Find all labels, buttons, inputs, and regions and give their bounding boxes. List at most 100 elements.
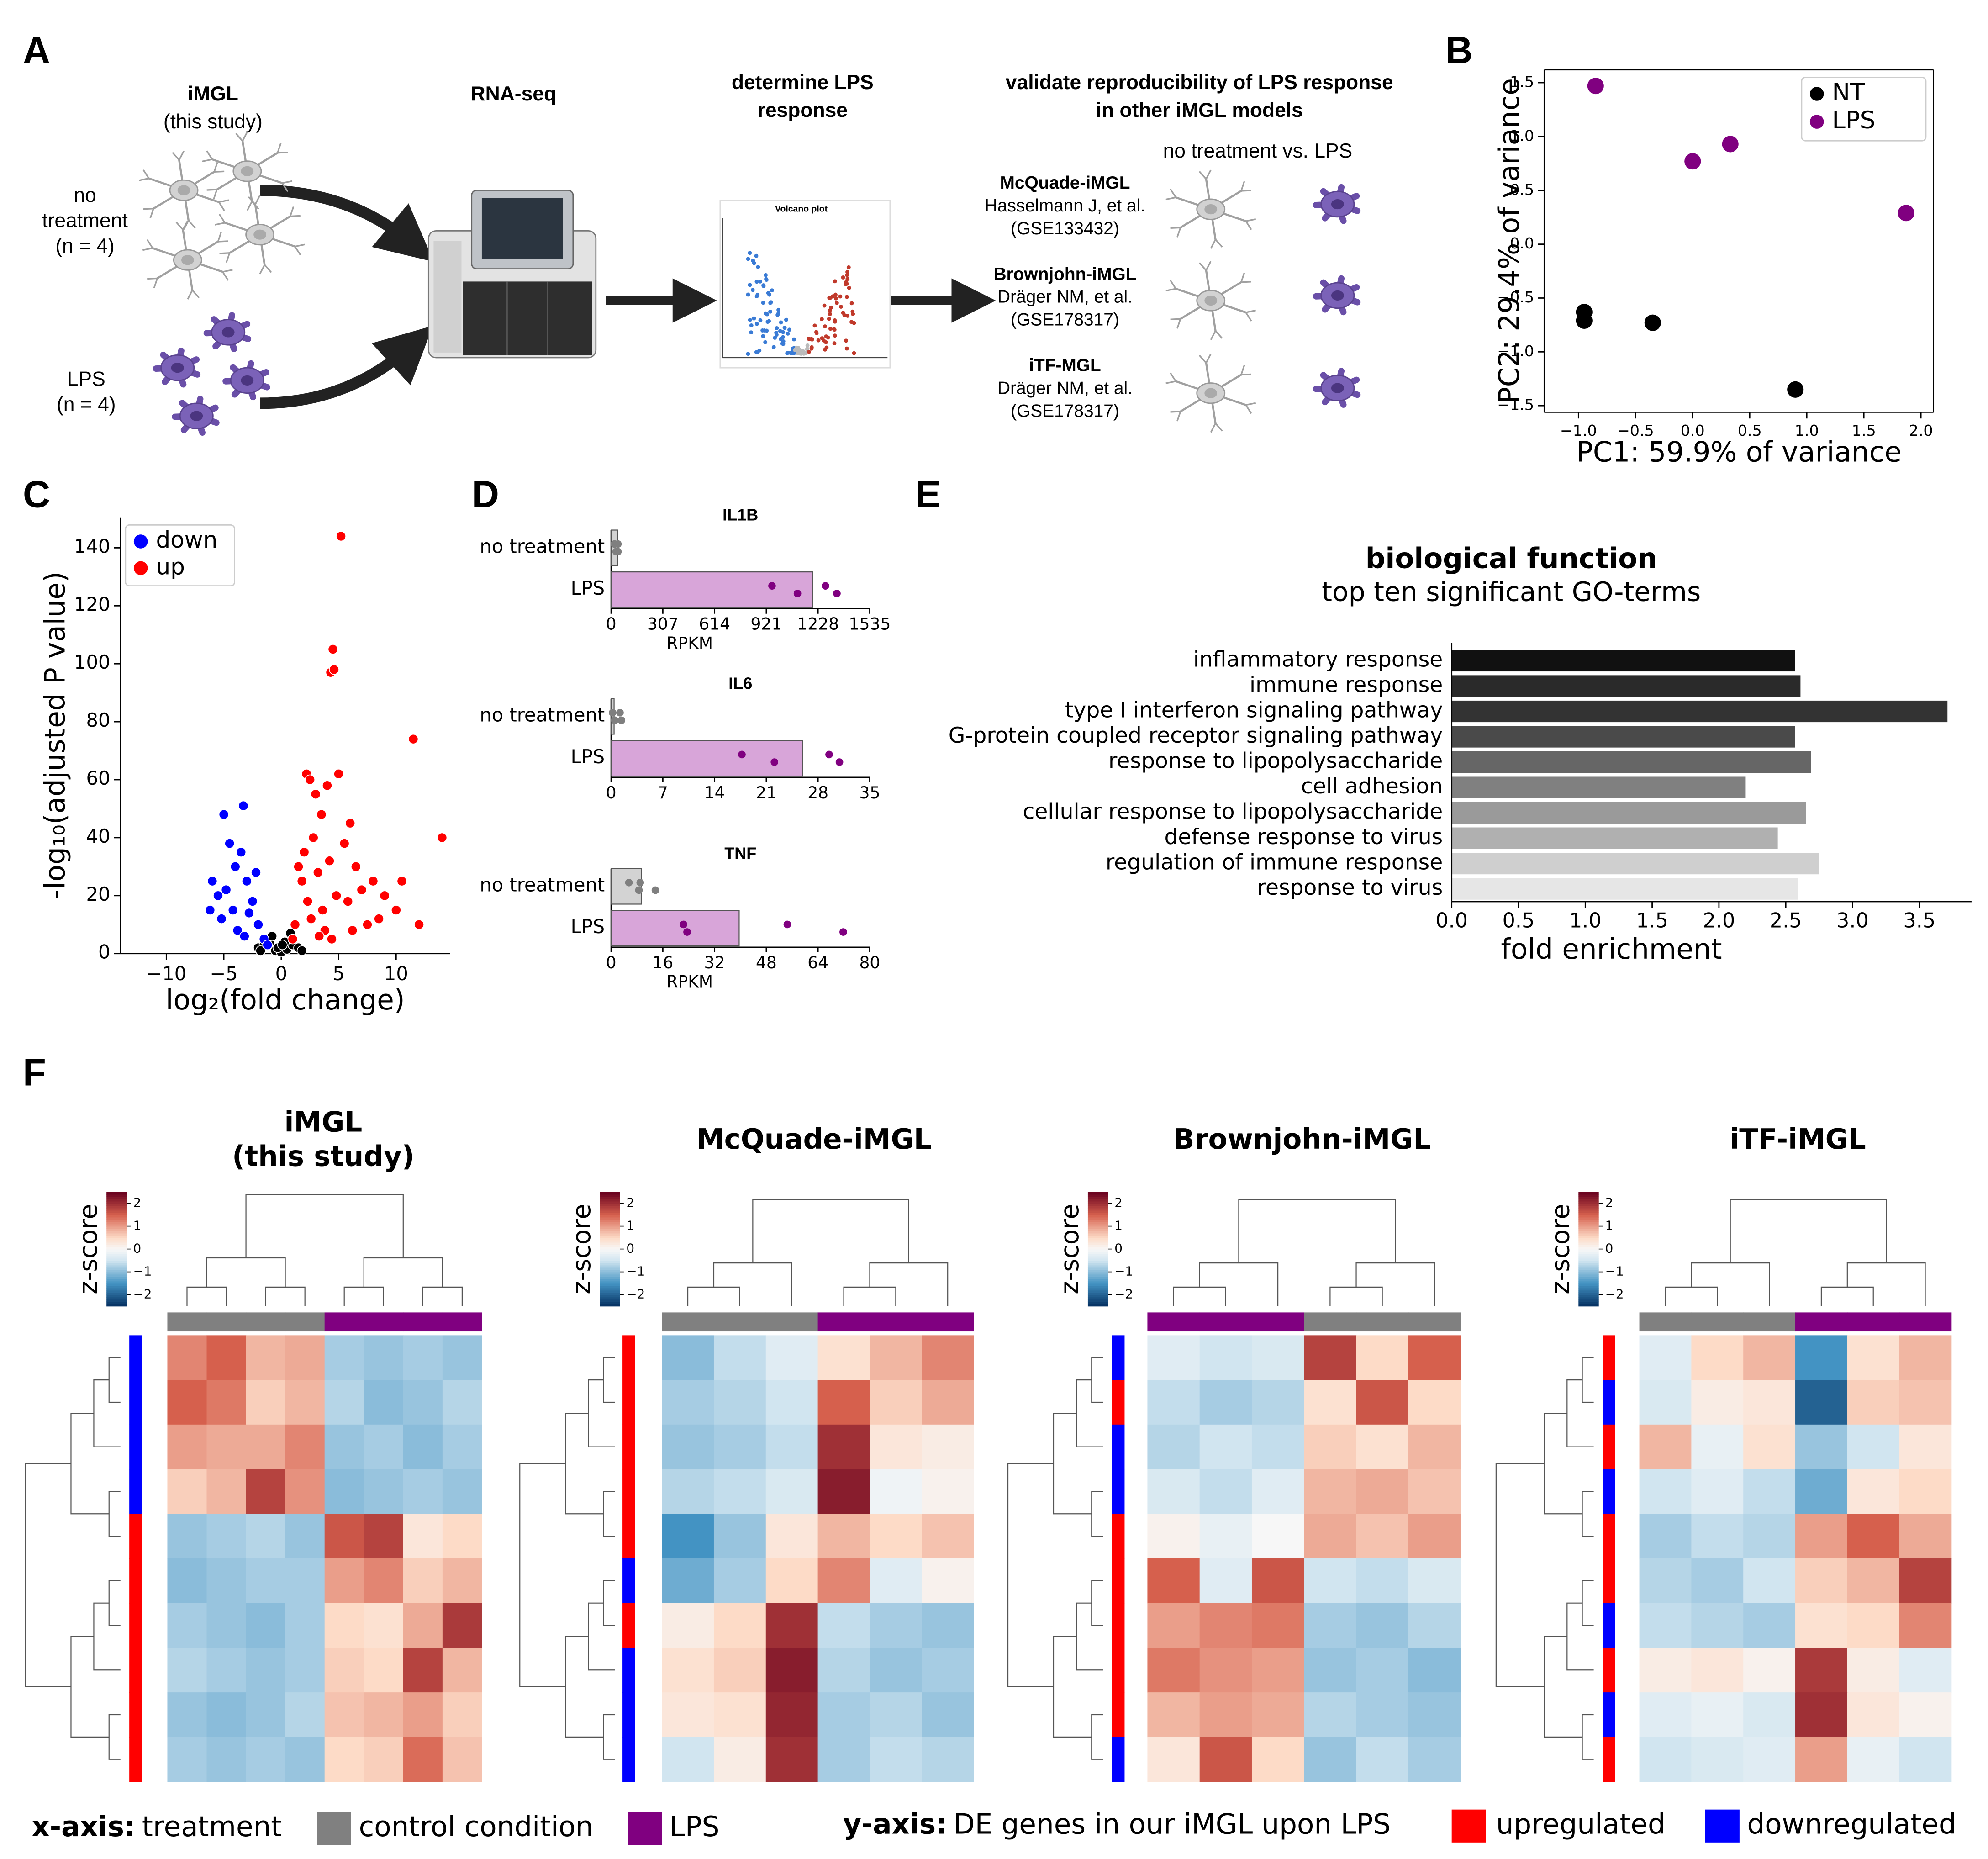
mini-dot (812, 323, 817, 328)
branch (1245, 404, 1252, 414)
mini-dot (826, 335, 830, 340)
branch (142, 247, 153, 251)
colorbar-step (600, 1219, 620, 1222)
row-annotation (622, 1558, 635, 1604)
colorbar-step (1087, 1196, 1108, 1199)
heatmap-cell (442, 1558, 482, 1604)
heatmap-cell (922, 1558, 974, 1604)
colorbar-step (600, 1199, 620, 1202)
mini-dot (768, 309, 772, 314)
mini-dot (757, 348, 762, 353)
branch (149, 208, 154, 219)
step-label: in other iMGL models (1096, 99, 1303, 121)
heatmap-cell (713, 1335, 766, 1380)
y-tick-label: 60 (86, 767, 111, 789)
data-point (347, 925, 358, 936)
colorbar-step (106, 1235, 127, 1238)
heatmap-cell (1847, 1648, 1900, 1693)
replicate-point (616, 708, 624, 717)
colorbar-step (600, 1244, 620, 1247)
colorbar-tick-label: 1 (1605, 1218, 1614, 1233)
colorbar-step (1087, 1297, 1108, 1300)
colorbar-step (1087, 1199, 1108, 1202)
x-tick-label: 0.0 (1681, 422, 1705, 439)
branch (213, 189, 218, 200)
y-axis-label: -log₁₀(adjusted P value) (39, 571, 72, 899)
colorbar-step (600, 1251, 620, 1254)
heatmap-cell (167, 1380, 207, 1425)
heatmap-cell (662, 1335, 714, 1380)
branch (172, 152, 180, 161)
colorbar-step (106, 1215, 127, 1218)
heatmap-cell (246, 1558, 286, 1604)
activated-microglia (153, 348, 201, 388)
chart-subtitle: top ten significant GO-terms (1322, 576, 1701, 607)
heatmap-cell (206, 1469, 247, 1515)
colorbar-tick-label: 0 (1605, 1241, 1614, 1256)
colorbar-step (106, 1299, 127, 1302)
heatmap-cell (662, 1469, 714, 1515)
heatmap-cell (403, 1737, 443, 1782)
mini-dot (844, 295, 849, 299)
legend-box (125, 524, 235, 587)
heatmap-cell (870, 1380, 923, 1425)
heatmap-cell (364, 1558, 404, 1604)
column-annotation (1847, 1312, 1900, 1332)
nucleus (1204, 388, 1218, 398)
mini-dot (810, 337, 814, 342)
colorbar-step (1087, 1260, 1108, 1263)
heatmap-cell (1199, 1737, 1252, 1782)
x-tick-label: 2.0 (1703, 909, 1735, 932)
heatmap-cell (1743, 1737, 1796, 1782)
x-tick-label: 0.5 (1503, 909, 1535, 932)
heatmap-cell (1408, 1469, 1461, 1515)
heatmap-cell (1199, 1380, 1252, 1425)
branch (1170, 227, 1181, 229)
colorbar-step (106, 1294, 127, 1298)
colorbar-step (1578, 1274, 1599, 1277)
x-tick-label: 10 (384, 962, 408, 985)
nucleus (177, 185, 190, 195)
data-point (238, 800, 249, 811)
heatmap-cell (285, 1737, 325, 1782)
column-dendrogram (1238, 1199, 1396, 1263)
branch (1241, 373, 1251, 376)
mini-dot (752, 316, 756, 321)
heatmap-cell (246, 1648, 286, 1693)
branch (218, 214, 226, 223)
colorbar-step (1578, 1276, 1599, 1279)
mini-dot (775, 312, 780, 317)
heatmap-cell (1899, 1648, 1952, 1693)
bar (1451, 802, 1806, 824)
colorbar-step (106, 1269, 127, 1273)
resting-microglia (1165, 169, 1256, 249)
replicate-point (825, 750, 833, 759)
colorbar-step (600, 1283, 620, 1286)
mini-dot (827, 317, 831, 321)
branch (1176, 227, 1181, 238)
legend-label: LPS (1832, 106, 1876, 134)
colorbar-step (600, 1299, 620, 1302)
colorbar-step (1578, 1281, 1599, 1284)
x-tick-label: 1.0 (1795, 422, 1819, 439)
mini-dot (758, 279, 763, 284)
heatmap-cell (1691, 1469, 1744, 1515)
mini-dot (775, 326, 779, 330)
row-annotation (622, 1514, 635, 1559)
heatmap-cell (713, 1692, 766, 1738)
replicate-point (651, 886, 659, 894)
colorbar-step (106, 1240, 127, 1243)
branch (1165, 380, 1176, 384)
heatmap-cell (817, 1424, 870, 1470)
colorbar-step (1578, 1224, 1599, 1227)
colorbar-step (106, 1249, 127, 1252)
heatmap-cell (1147, 1737, 1200, 1782)
subplot-title: IL1B (722, 506, 758, 524)
colorbar-step (1087, 1205, 1108, 1209)
colorbar-step (1087, 1237, 1108, 1241)
heatmap-cell (364, 1514, 404, 1559)
heatmap-cell (817, 1603, 870, 1648)
colorbar-step (1578, 1208, 1599, 1211)
mini-dot (782, 326, 787, 330)
colorbar-step (1087, 1292, 1108, 1295)
